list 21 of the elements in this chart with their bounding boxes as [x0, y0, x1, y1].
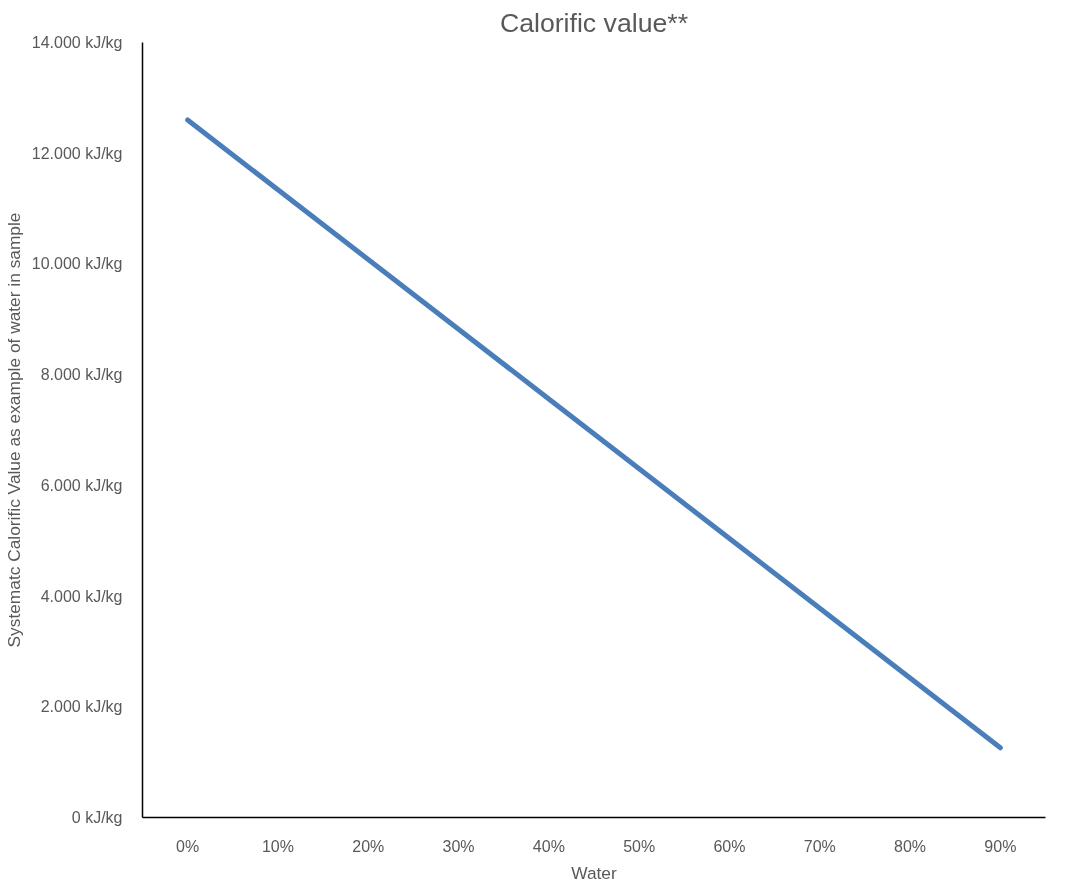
chart-title: Calorific value** [499, 7, 689, 38]
y-tick-label: 6.000 kJ/kg [40, 476, 123, 494]
y-tick-label: 12.000 kJ/kg [31, 144, 123, 162]
y-tick-label: 0 kJ/kg [71, 809, 123, 826]
x-tick-label: 90% [984, 837, 1017, 855]
y-axis-title: Systematc Calorific Value as example of water in sample [3, 212, 24, 648]
x-tick-label: 70% [803, 837, 836, 855]
x-tick-label: 0% [176, 837, 200, 855]
y-tick-label: 4.000 kJ/kg [40, 587, 123, 605]
y-tick-label: 10.000 kJ/kg [31, 255, 123, 273]
x-tick-label: 40% [532, 837, 565, 855]
x-tick-label: 80% [894, 837, 927, 855]
x-tick-label: 20% [352, 837, 385, 855]
y-tick-label: 2.000 kJ/kg [40, 698, 123, 716]
x-axis-title: Water [571, 862, 618, 883]
x-tick-label: 10% [261, 837, 294, 855]
y-tick-label: 14.000 kJ/kg [31, 34, 123, 51]
x-tick-label: 60% [713, 837, 746, 855]
y-tick-label: 8.000 kJ/kg [40, 366, 123, 384]
x-tick-label: 50% [623, 837, 656, 855]
x-tick-label: 30% [442, 837, 475, 855]
